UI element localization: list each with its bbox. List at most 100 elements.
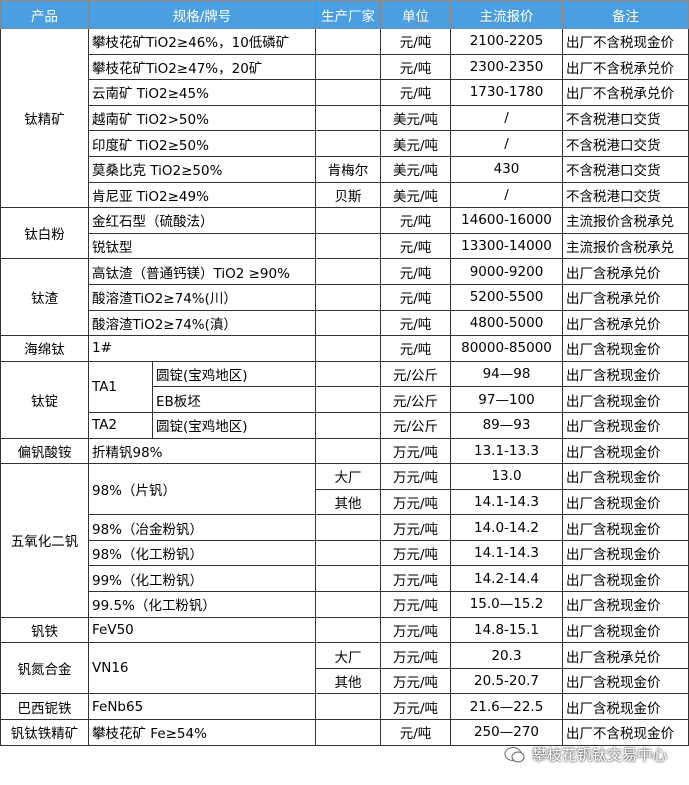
- note-cell: 出厂含税现金价: [562, 514, 689, 541]
- form-cell: EB板坯: [152, 386, 316, 413]
- empty-cell: [315, 693, 381, 721]
- price-cell: 14600-16000: [450, 207, 563, 234]
- note-cell: 出厂含税承兑价: [562, 309, 689, 337]
- note-cell: 出厂含税现金价: [562, 539, 689, 567]
- form-cell: 圆锭(宝鸡地区): [152, 411, 316, 439]
- unit-cell: 美元/吨: [380, 130, 451, 157]
- price-table: 产品 规格/牌号 生产厂家 单位 主流报价 备注 钛精矿 攀枝花矿TiO2≥46%…: [0, 0, 689, 746]
- grade-cell: TA2: [88, 411, 153, 439]
- unit-cell: 元/吨: [380, 79, 451, 106]
- empty-cell: [315, 130, 381, 157]
- table-row: 钒氮合金 VN16 大厂 万元/吨 20.3 出厂含税承兑价: [0, 642, 689, 695]
- note-cell: 出厂不含税承兑价: [562, 79, 689, 106]
- empty-cell: [315, 335, 381, 362]
- note-cell: 出厂含税现金价: [562, 616, 689, 644]
- header-cell: 规格/牌号: [88, 0, 316, 29]
- price-cell: 80000-85000: [450, 335, 563, 362]
- price-cell: 13300-14000: [450, 232, 563, 260]
- price-cell: 13.1-13.3: [450, 437, 563, 465]
- maker-cell: 其他: [315, 667, 381, 695]
- header-cell: 备注: [562, 0, 689, 29]
- product-cell: 钛渣: [0, 258, 89, 337]
- note-cell: 出厂含税现金价: [562, 463, 689, 490]
- price-cell: 14.0-14.2: [450, 514, 563, 541]
- price-cell: 430: [450, 155, 563, 183]
- empty-cell: [315, 53, 381, 81]
- empty-cell: [315, 591, 381, 618]
- price-cell: 1730-1780: [450, 79, 563, 106]
- note-cell: 主流报价含税承兑: [562, 232, 689, 260]
- table-row: 钒铁 FeV50 万元/吨 14.8-15.1 出厂含税现金价: [0, 616, 689, 644]
- price-cell: 15.0—15.2: [450, 591, 563, 618]
- spec-cell: 酸溶渣TiO2≥74%(滇）: [88, 309, 316, 337]
- empty-cell: [315, 386, 381, 413]
- empty-cell: [315, 28, 381, 55]
- table-row: 98%（化工粉钒） 万元/吨 14.1-14.3 出厂含税现金价: [1, 539, 689, 567]
- note-cell: 出厂含税承兑价: [562, 258, 689, 285]
- spec-cell: 攀枝花矿 Fe≥54%: [88, 719, 316, 746]
- table-row: 钒钛铁精矿 攀枝花矿 Fe≥54% 元/吨 250—270 出厂不含税现金价: [0, 719, 689, 746]
- form-cell: 圆锭(宝鸡地区): [152, 360, 316, 388]
- spec-cell: 98%（冶金粉钒）: [88, 514, 316, 541]
- price-cell: 14.2-14.4: [450, 565, 563, 593]
- price-cell: 97—100: [450, 386, 563, 413]
- price-cell: 20.3: [450, 642, 563, 669]
- price-cell: 9000-9200: [450, 258, 563, 285]
- table-row: 酸溶渣TiO2≥74%(滇） 元/吨 4800-5000 出厂含税承兑价: [1, 309, 689, 337]
- table-row: 肯尼亚 TiO2≥49% 贝斯 美元/吨 / 不含税港口交货: [1, 181, 689, 209]
- table-row: 钛锭 TA1 圆锭(宝鸡地区) 元/公斤 94—98 出厂含税现金价: [0, 360, 689, 439]
- unit-cell: 元/吨: [380, 28, 451, 55]
- note-cell: 出厂含税现金价: [562, 411, 689, 439]
- note-cell: 出厂含税现金价: [562, 488, 689, 516]
- spec-cell: 攀枝花矿TiO2≥46%，10低磷矿: [88, 28, 316, 55]
- spec-cell: FeV50: [88, 616, 316, 644]
- watermark-text: 攀枝花钒钛交易中心: [531, 746, 667, 764]
- empty-cell: [315, 232, 381, 260]
- table-row: 钛精矿 攀枝花矿TiO2≥46%，10低磷矿 元/吨 2100-2205 出厂不含税现金…: [0, 27, 689, 209]
- price-cell: 5200-5500: [450, 283, 563, 311]
- unit-cell: 元/吨: [380, 53, 451, 81]
- spec-cell: FeNb65: [88, 693, 316, 721]
- wechat-icon: [504, 746, 525, 762]
- unit-cell: 万元/吨: [380, 693, 451, 721]
- header-row: 产品 规格/牌号 生产厂家 单位 主流报价 备注: [0, 0, 689, 29]
- empty-cell: [315, 360, 381, 388]
- empty-cell: [315, 514, 381, 541]
- unit-cell: 美元/吨: [380, 104, 451, 132]
- price-cell: /: [450, 130, 563, 157]
- price-cell: 2100-2205: [450, 28, 563, 55]
- spec-cell: 折精钒98%: [88, 437, 316, 465]
- empty-cell: [315, 104, 381, 132]
- header-cell: 单位: [380, 0, 451, 29]
- note-cell: 不含税港口交货: [562, 155, 689, 183]
- price-cell: 94—98: [450, 360, 563, 388]
- price-cell: 14.8-15.1: [450, 616, 563, 644]
- spec-cell: 高钛渣（普通钙镁）TiO2 ≥90%: [88, 258, 316, 285]
- watermark: 攀枝花钒钛交易中心: [504, 744, 667, 765]
- price-cell: 4800-5000: [450, 309, 563, 337]
- price-cell: 2300-2350: [450, 53, 563, 81]
- empty-cell: [315, 539, 381, 567]
- product-cell: 海绵钛: [0, 335, 89, 362]
- unit-cell: 万元/吨: [380, 591, 451, 618]
- empty-cell: [315, 79, 381, 106]
- table-row: 云南矿 TiO2≥45% 元/吨 1730-1780 出厂不含税承兑价: [1, 79, 689, 106]
- price-cell: /: [450, 181, 563, 209]
- table-row: 其他 万元/吨 14.1-14.3 出厂含税现金价: [1, 488, 689, 516]
- product-cell: 钒钛铁精矿: [0, 719, 89, 746]
- maker-cell: 肯梅尔: [315, 155, 381, 183]
- note-cell: 出厂含税现金价: [562, 335, 689, 362]
- maker-cell: 其他: [315, 488, 381, 516]
- maker-cell: 大厂: [315, 642, 381, 669]
- table-row: 印度矿 TiO2≥50% 美元/吨 / 不含税港口交货: [1, 130, 689, 157]
- spec-cell: 98%（化工粉钒）: [88, 539, 316, 567]
- empty-cell: [315, 309, 381, 337]
- table-row: TA2 圆锭(宝鸡地区) 元/公斤 89—93 出厂含税现金价: [1, 411, 689, 439]
- empty-cell: [315, 258, 381, 285]
- price-cell: 20.5-20.7: [450, 667, 563, 695]
- note-cell: 出厂含税现金价: [562, 693, 689, 721]
- unit-cell: 万元/吨: [380, 488, 451, 516]
- price-cell: 89—93: [450, 411, 563, 439]
- header-cell: 主流报价: [450, 0, 563, 29]
- product-cell: 钛白粉: [0, 207, 89, 260]
